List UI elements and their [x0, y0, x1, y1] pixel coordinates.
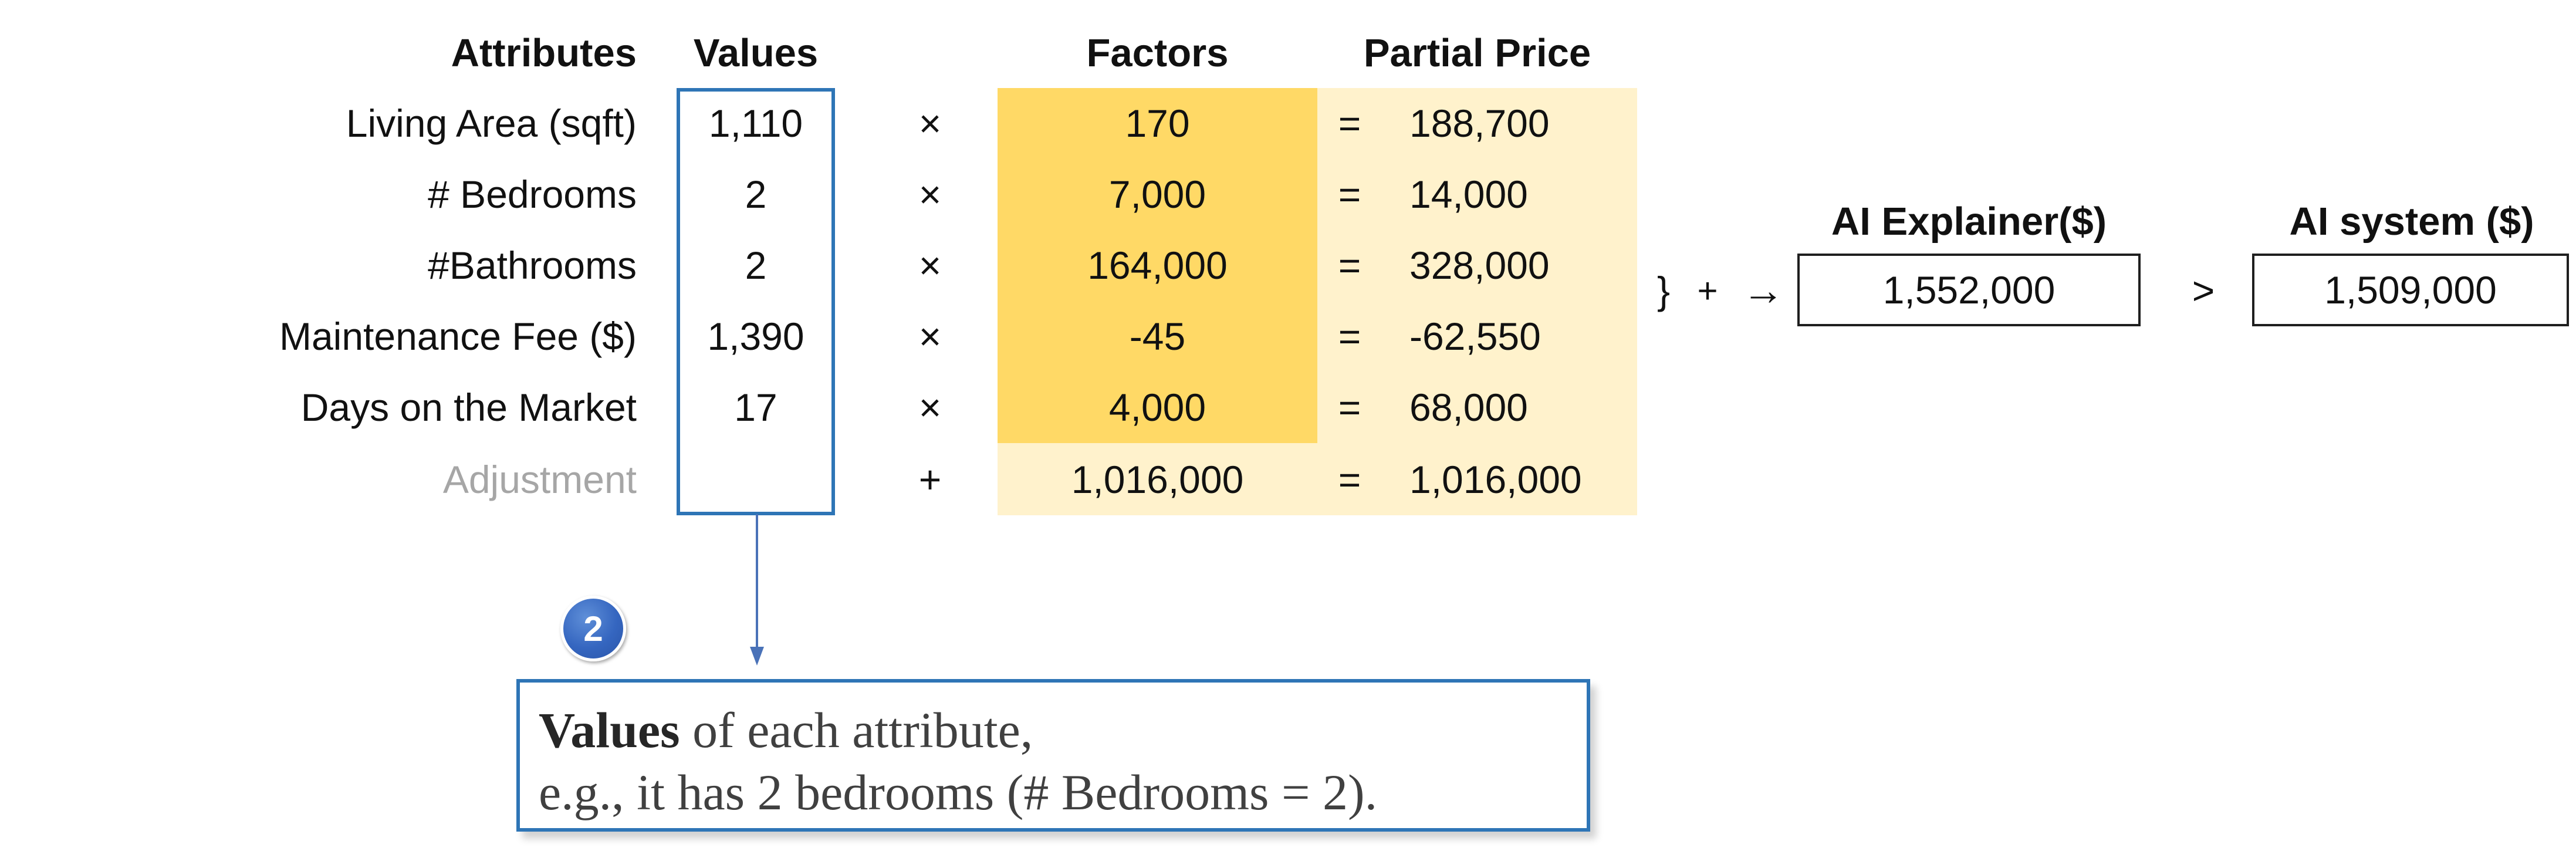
- operator-plus: +: [918, 457, 942, 501]
- callout-line-1-text: of each attribute,: [680, 702, 1033, 758]
- header-attributes: Attributes: [451, 31, 637, 75]
- attribute-value: [677, 443, 835, 515]
- partial-price-value: 328,000: [1409, 244, 1550, 287]
- adjustment-factor-fill: [998, 443, 1317, 515]
- header-factors: Factors: [1086, 31, 1229, 75]
- step-number-badge: 2: [560, 596, 626, 661]
- ai-explainer-value: 1,552,000: [1882, 268, 2056, 312]
- sum-plus: +: [1697, 271, 1718, 310]
- attribute-value: 1,110: [708, 102, 803, 145]
- factor-value: -45: [1129, 315, 1186, 358]
- partial-price-value: 1,016,000: [1409, 457, 1582, 501]
- equals-sign: =: [1338, 457, 1361, 501]
- ai-explainer-label: AI Explainer($): [1831, 199, 2107, 244]
- connector-arrow: [750, 514, 764, 666]
- partial-price-value: 188,700: [1409, 102, 1550, 145]
- attribute-value: 2: [745, 173, 767, 216]
- equals-sign: =: [1338, 102, 1361, 145]
- attribute-value: 2: [745, 244, 767, 287]
- callout-line-1: Values of each attribute,: [539, 699, 1587, 761]
- equals-sign: =: [1338, 173, 1361, 216]
- operator-multiply: ×: [918, 102, 942, 145]
- brace-symbol: }: [1657, 269, 1671, 312]
- attribute-label: Living Area (sqft): [346, 102, 637, 145]
- attribute-label: Maintenance Fee ($): [279, 315, 637, 358]
- partial-price-column-fill: [1317, 88, 1637, 515]
- factor-value: 170: [1125, 102, 1190, 145]
- equals-sign: =: [1338, 386, 1361, 429]
- operator-multiply: ×: [918, 173, 942, 216]
- header-partial-price: Partial Price: [1363, 31, 1591, 75]
- equals-sign: =: [1338, 244, 1361, 287]
- factor-value: 4,000: [1108, 386, 1206, 429]
- ai-system-label: AI system ($): [2289, 199, 2534, 244]
- attribute-label: # Bedrooms: [428, 173, 637, 216]
- ai-system-value: 1,509,000: [2324, 268, 2497, 312]
- callout-line-2: e.g., it has 2 bedrooms (# Bedrooms = 2)…: [539, 764, 1378, 820]
- attribute-value: 1,390: [707, 315, 804, 358]
- attribute-value: 17: [734, 386, 777, 429]
- partial-price-value: 68,000: [1409, 386, 1528, 429]
- header-values: Values: [693, 31, 819, 75]
- factor-value: 7,000: [1108, 173, 1206, 216]
- values-column-frame: [677, 88, 835, 515]
- attribute-label: #Bathrooms: [428, 244, 637, 287]
- ai-system-value-box: 1,509,000: [2252, 254, 2569, 326]
- partial-price-value: -62,550: [1409, 315, 1541, 358]
- step-number: 2: [583, 609, 603, 649]
- greater-than-sign: >: [2192, 269, 2215, 312]
- equals-sign: =: [1338, 315, 1361, 358]
- operator-multiply: ×: [918, 244, 942, 287]
- attribute-label: Days on the Market: [300, 386, 637, 429]
- factor-value: 1,016,000: [1071, 457, 1244, 501]
- ai-explainer-value-box: 1,552,000: [1797, 254, 2141, 326]
- values-explanation-callout: Values of each attribute, e.g., it has 2…: [516, 679, 1590, 832]
- operator-multiply: ×: [918, 315, 942, 358]
- operator-multiply: ×: [918, 386, 942, 429]
- arrow-right-icon: →: [1742, 267, 1784, 314]
- partial-price-value: 14,000: [1409, 173, 1528, 216]
- callout-bold-term: Values: [539, 702, 680, 758]
- factor-value: 164,000: [1087, 244, 1228, 287]
- adjustment-label: Adjustment: [442, 457, 637, 501]
- factors-column-fill: [998, 88, 1317, 443]
